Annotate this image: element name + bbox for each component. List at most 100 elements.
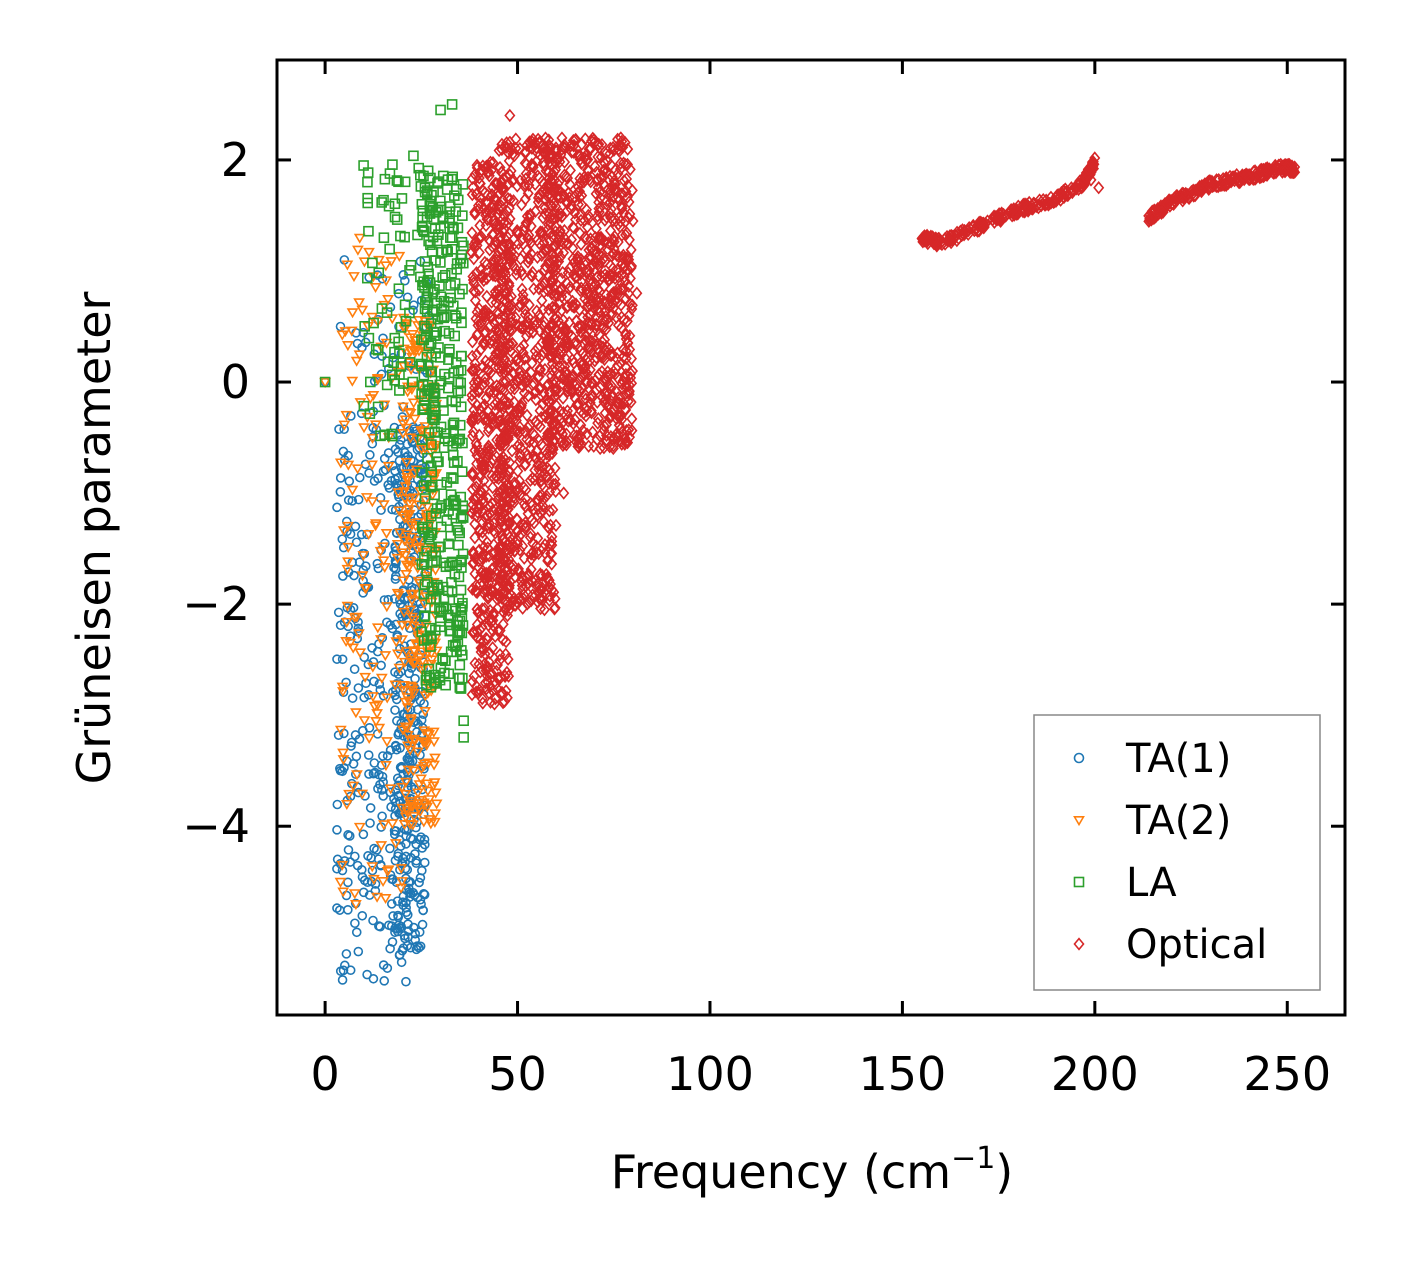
data-point <box>511 595 523 609</box>
data-point <box>469 293 481 308</box>
data-point <box>393 791 403 801</box>
data-point <box>477 457 489 472</box>
data-point <box>523 435 536 449</box>
data-point <box>616 199 628 214</box>
data-point <box>451 646 462 658</box>
data-point <box>549 260 561 274</box>
data-point <box>539 538 551 552</box>
data-point <box>447 449 459 461</box>
data-point <box>335 487 346 497</box>
data-point <box>529 136 541 150</box>
data-point <box>375 921 385 932</box>
data-point <box>591 270 603 285</box>
data-point <box>623 279 635 293</box>
data-point <box>555 148 567 162</box>
data-point <box>425 641 436 652</box>
data-point <box>454 615 466 627</box>
data-point <box>566 294 578 308</box>
data-point <box>412 941 423 951</box>
data-point <box>466 582 478 596</box>
data-point <box>554 225 566 239</box>
data-point <box>406 682 419 693</box>
data-point <box>590 318 602 333</box>
data-point <box>332 654 342 664</box>
data-point <box>370 767 380 778</box>
data-point <box>505 164 517 178</box>
data-point <box>546 343 558 358</box>
data-point <box>1161 197 1173 211</box>
data-point <box>582 310 594 324</box>
data-point <box>415 941 426 952</box>
data-point <box>546 530 558 544</box>
data-point <box>401 510 414 521</box>
data-point <box>439 269 451 281</box>
data-point <box>455 377 467 389</box>
data-point <box>507 194 519 208</box>
data-point <box>466 245 478 260</box>
data-point <box>572 249 584 264</box>
data-point <box>616 376 628 390</box>
data-point <box>543 138 555 152</box>
data-point <box>379 976 390 986</box>
data-point <box>452 387 464 399</box>
data-point <box>980 216 992 231</box>
data-point <box>404 735 417 746</box>
data-point <box>557 265 569 280</box>
data-point <box>414 877 424 888</box>
data-point <box>380 761 392 772</box>
data-point <box>396 548 408 559</box>
data-point <box>482 660 494 674</box>
data-point <box>370 886 381 896</box>
data-point <box>353 350 366 361</box>
data-point <box>499 453 511 467</box>
data-point <box>357 910 368 921</box>
data-point <box>416 221 428 233</box>
data-point <box>515 298 527 312</box>
data-point <box>398 900 408 910</box>
data-point <box>348 272 360 283</box>
x-axis-title-superscript: −1 <box>951 1141 995 1176</box>
data-point <box>446 603 458 614</box>
data-point <box>430 348 441 359</box>
data-point <box>543 395 555 409</box>
data-point <box>574 226 586 240</box>
data-point <box>466 506 478 520</box>
data-point <box>593 201 605 216</box>
data-point <box>522 255 534 269</box>
data-point <box>478 304 490 319</box>
data-point <box>458 240 469 252</box>
data-point <box>363 247 375 258</box>
data-point <box>549 601 561 615</box>
data-point <box>337 865 348 876</box>
data-point <box>439 655 451 667</box>
data-point <box>612 235 624 249</box>
data-point <box>526 356 538 370</box>
data-point <box>598 314 610 328</box>
data-point <box>1146 211 1158 225</box>
data-point <box>622 249 634 264</box>
data-point <box>471 448 483 463</box>
data-point <box>494 647 506 662</box>
data-point <box>380 529 393 540</box>
data-point <box>342 557 354 568</box>
data-point <box>623 430 636 444</box>
data-point <box>583 142 595 156</box>
data-point <box>1177 194 1189 208</box>
data-point <box>543 463 555 477</box>
data-point <box>335 765 346 776</box>
data-point <box>466 226 478 240</box>
data-point <box>526 269 538 283</box>
data-point <box>346 485 359 496</box>
data-point <box>389 829 400 840</box>
data-point <box>400 469 413 480</box>
data-point <box>352 245 364 256</box>
data-point <box>393 283 405 295</box>
data-point <box>378 194 389 206</box>
data-point <box>423 730 436 741</box>
data-point <box>350 612 363 623</box>
data-point <box>569 300 581 314</box>
data-point <box>533 171 546 185</box>
data-point <box>477 577 489 591</box>
data-point <box>541 489 553 503</box>
data-point <box>510 484 522 499</box>
